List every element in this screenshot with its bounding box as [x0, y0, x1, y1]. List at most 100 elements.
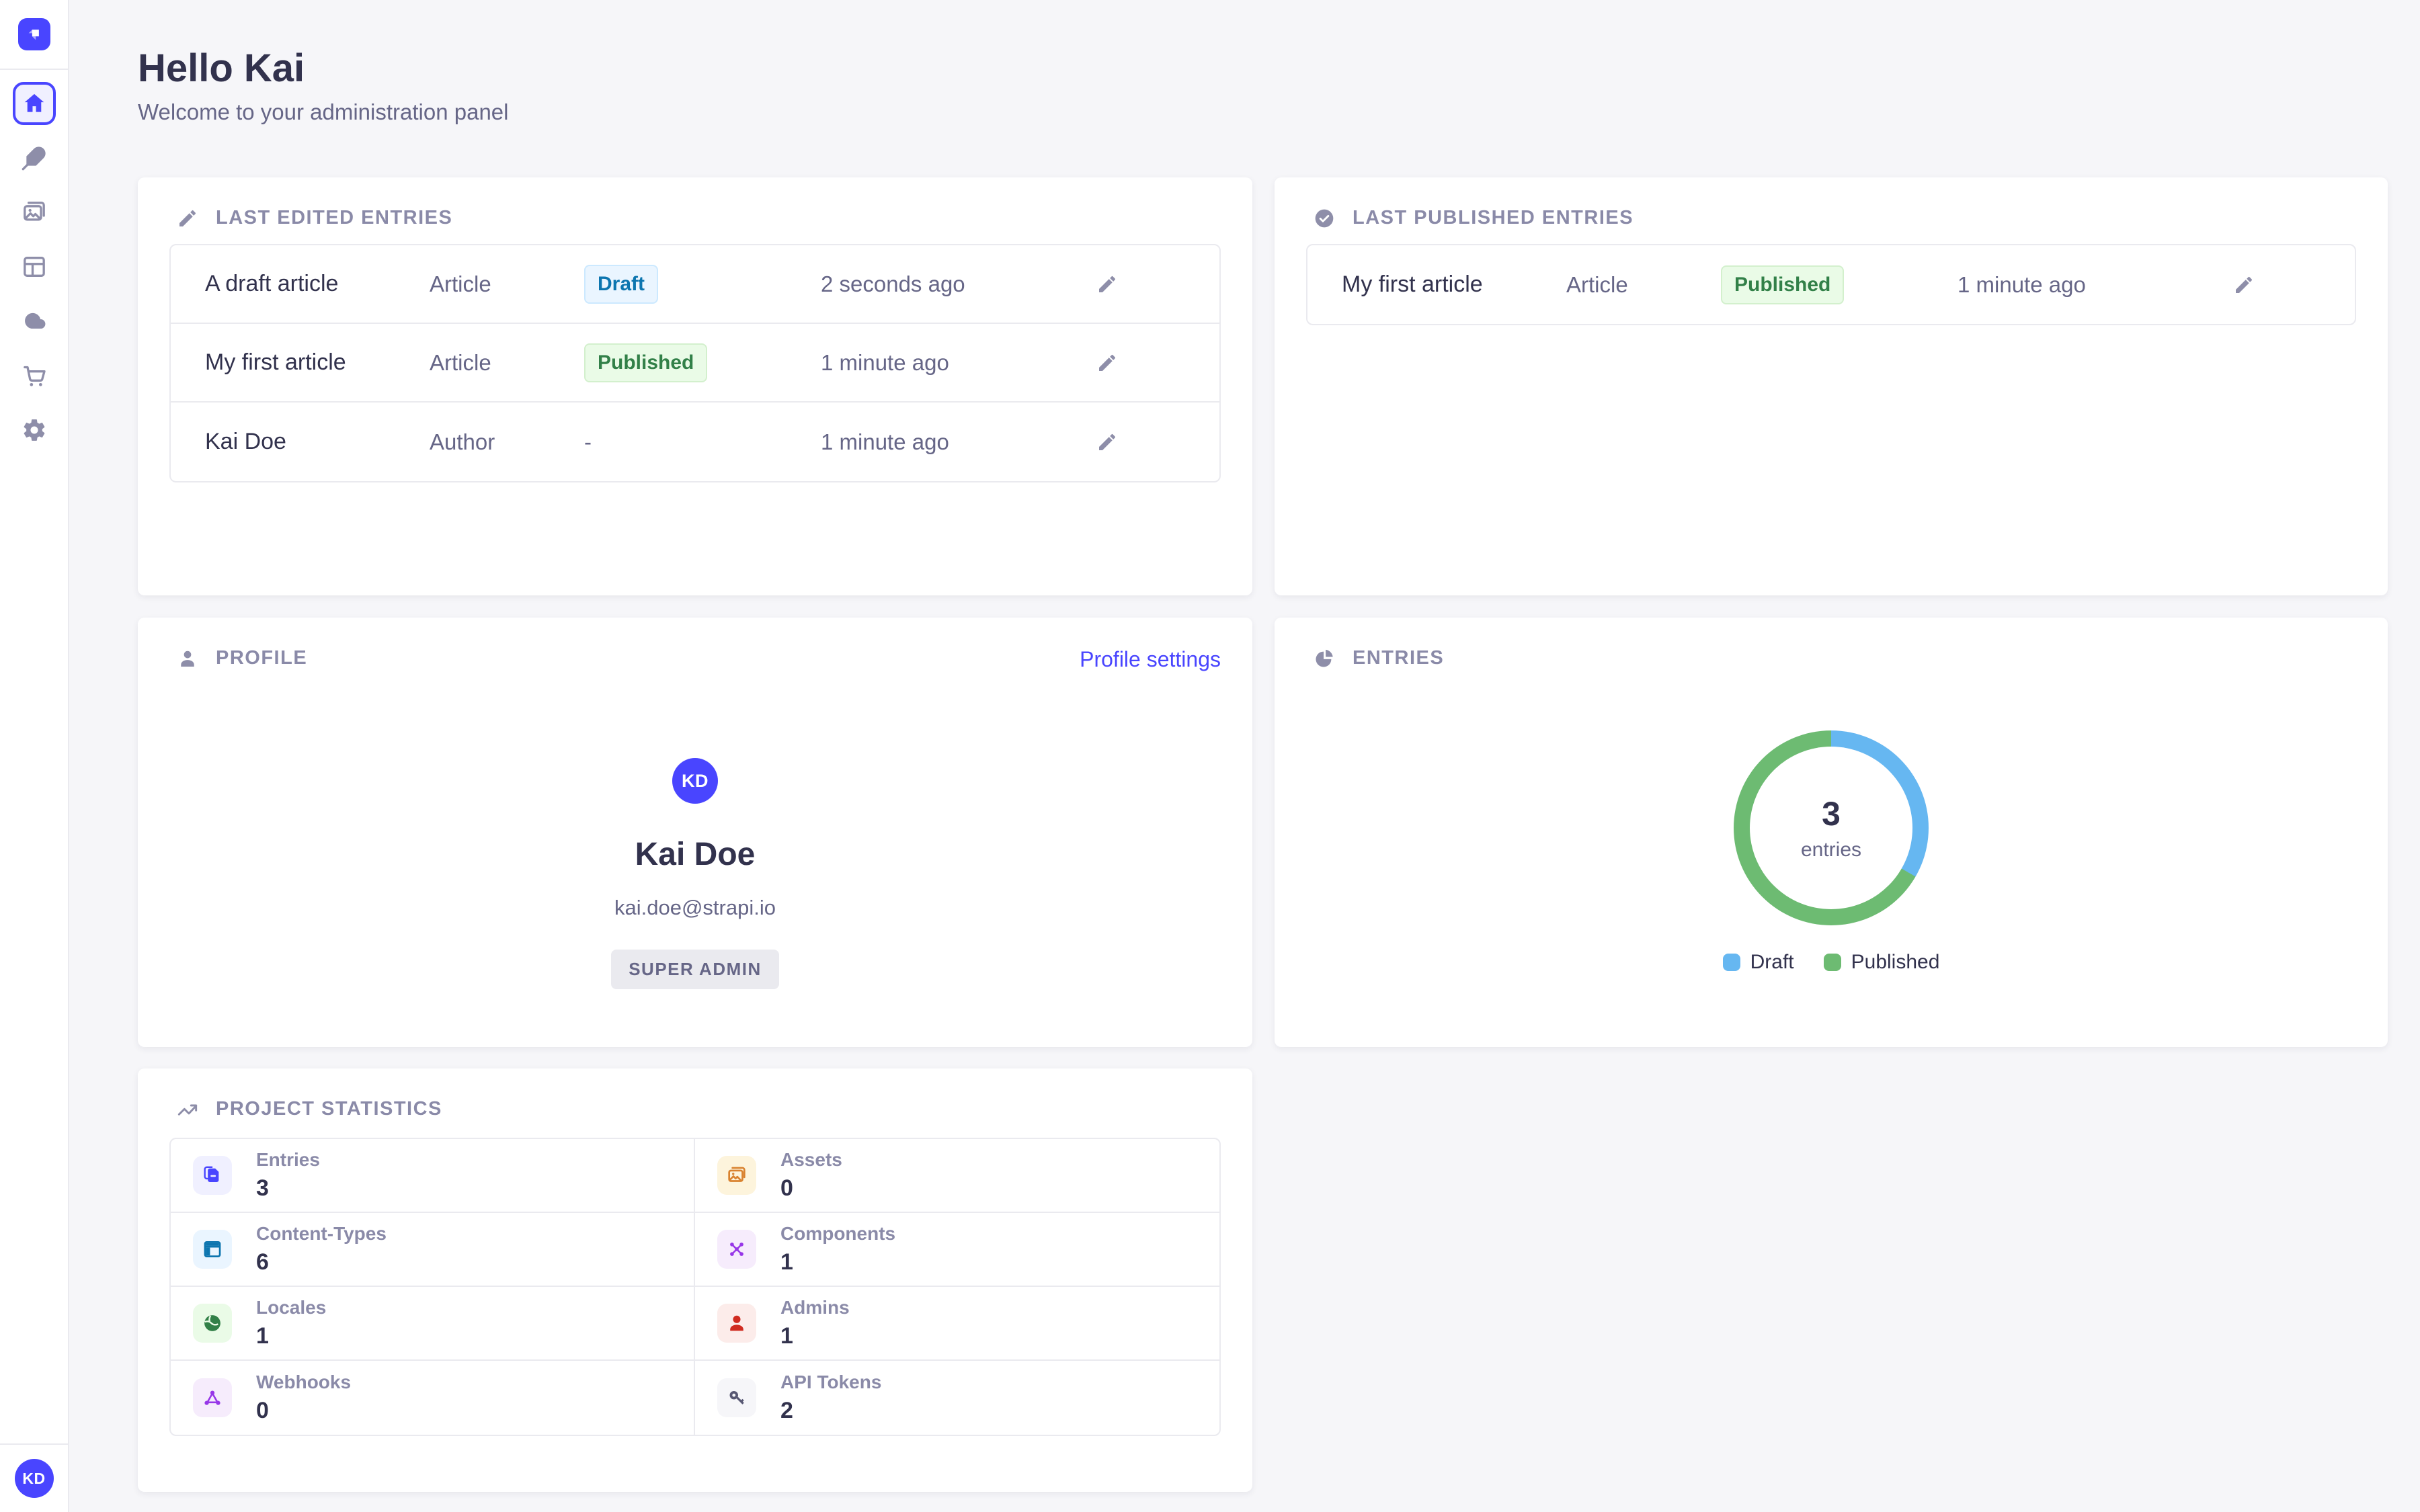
profile-name: Kai Doe [635, 837, 756, 872]
entry-table: My first article Article Published 1 min… [1306, 244, 2356, 325]
stat-value: 0 [780, 1175, 793, 1201]
pencil-icon [2233, 274, 2255, 296]
stat-admins: Admins 1 [695, 1287, 1219, 1361]
shopping-cart-icon [21, 362, 48, 389]
layout-icon [21, 253, 48, 280]
entry-type: Author [430, 429, 495, 454]
entries-chart-card: ENTRIES 3 entries Draft Published [1275, 618, 2388, 1047]
entries-donut [1734, 730, 1929, 925]
last-edited-entries-card: LAST EDITED ENTRIES A draft article Arti… [138, 177, 1252, 595]
card-header: PROJECT STATISTICS [138, 1068, 1252, 1120]
sidebar: KD [0, 0, 69, 1512]
edit-entry-button[interactable] [1091, 426, 1123, 458]
stat-value: 2 [780, 1398, 793, 1423]
globe-icon [193, 1304, 232, 1343]
logo-section [0, 0, 68, 70]
feather-icon [21, 144, 48, 171]
donut-unit: entries [1800, 839, 1862, 861]
legend-item-published: Published [1823, 951, 1939, 974]
home-icon [22, 91, 47, 116]
edit-entry-button[interactable] [1091, 347, 1123, 379]
legend-swatch [1722, 954, 1740, 971]
card-header: ENTRIES [1275, 618, 2388, 669]
edit-entry-button[interactable] [1091, 268, 1123, 300]
profile-body: KD Kai Doe kai.doe@strapi.io SUPER ADMIN [138, 758, 1252, 989]
stat-locales: Locales 1 [171, 1287, 695, 1361]
card-title: LAST PUBLISHED ENTRIES [1353, 207, 1634, 228]
stat-label: API Tokens [780, 1372, 882, 1392]
stat-value: 0 [256, 1398, 269, 1423]
last-published-entries-card: LAST PUBLISHED ENTRIES My first article … [1275, 177, 2388, 595]
entry-time: 1 minute ago [1958, 271, 2086, 297]
user-avatar[interactable]: KD [14, 1459, 54, 1498]
entry-row: My first article Article Published 1 min… [171, 324, 1219, 403]
status-badge: Published [1721, 265, 1845, 304]
gear-icon [22, 417, 47, 443]
layout-icon [193, 1230, 232, 1269]
entry-time: 2 seconds ago [821, 271, 965, 296]
sidebar-footer: KD [0, 1443, 68, 1512]
profile-card: PROFILE Profile settings KD Kai Doe kai.… [138, 618, 1252, 1047]
trending-up-icon [177, 1099, 198, 1120]
pencil-icon [177, 208, 198, 229]
profile-settings-link[interactable]: Profile settings [1080, 647, 1221, 671]
check-circle-icon [1314, 208, 1335, 229]
sidebar-item-settings[interactable] [13, 409, 56, 452]
sidebar-item-media-library[interactable] [13, 191, 56, 234]
donut-center: 3 entries [1734, 730, 1929, 925]
sidebar-item-deploy[interactable] [13, 300, 56, 343]
stat-value: 3 [256, 1175, 269, 1201]
status-badge: Draft [584, 264, 659, 304]
stat-value: 1 [780, 1323, 793, 1349]
stat-value: 1 [780, 1249, 793, 1275]
profile-email: kai.doe@strapi.io [614, 896, 776, 919]
main-content: Hello Kai Welcome to your administration… [69, 0, 2420, 1512]
stat-components: Components 1 [695, 1213, 1219, 1287]
stat-label: Entries [256, 1149, 320, 1170]
card-header: LAST PUBLISHED ENTRIES [1275, 177, 2388, 229]
photos-icon [717, 1156, 756, 1195]
card-title: LAST EDITED ENTRIES [216, 207, 453, 228]
entry-row: My first article Article Published 1 min… [1307, 245, 2355, 324]
pie-chart-icon [1314, 648, 1335, 669]
entry-table: A draft article Article Draft 2 seconds … [169, 244, 1221, 482]
entry-title: Kai Doe [205, 429, 286, 454]
stat-label: Content-Types [256, 1223, 387, 1244]
legend-swatch [1823, 954, 1841, 971]
entry-row: A draft article Article Draft 2 seconds … [171, 245, 1219, 324]
role-badge: SUPER ADMIN [611, 950, 779, 989]
legend-item-draft: Draft [1722, 951, 1794, 974]
edit-entry-button[interactable] [2228, 269, 2260, 301]
webhook-icon [193, 1378, 232, 1417]
sidebar-item-content-type-builder[interactable] [13, 245, 56, 288]
stat-label: Webhooks [256, 1372, 352, 1392]
entry-type: Article [430, 271, 491, 296]
stat-webhooks: Webhooks 0 [171, 1361, 695, 1435]
sidebar-item-marketplace[interactable] [13, 354, 56, 397]
card-title: PROFILE [216, 647, 308, 669]
profile-avatar: KD [672, 758, 718, 804]
entry-type: Article [430, 349, 491, 375]
entries-donut-chart: 3 entries [1734, 730, 1929, 925]
project-statistics-card: PROJECT STATISTICS Entries 3 [138, 1068, 1252, 1492]
entry-time: 1 minute ago [821, 429, 949, 454]
sidebar-item-content-manager[interactable] [13, 136, 56, 179]
strapi-logo-button[interactable] [17, 18, 50, 50]
card-title: PROJECT STATISTICS [216, 1098, 442, 1120]
page-title: Hello Kai [138, 46, 305, 90]
stat-api-tokens: API Tokens 2 [695, 1361, 1219, 1435]
stats-table: Entries 3 Assets 0 [169, 1138, 1221, 1436]
stat-label: Admins [780, 1297, 850, 1318]
card-header: PROFILE [138, 618, 1252, 669]
pencil-icon [1096, 352, 1118, 374]
donut-total: 3 [1822, 795, 1841, 833]
stat-value: 1 [256, 1323, 269, 1349]
sidebar-item-home[interactable] [12, 82, 56, 125]
entry-title: My first article [1342, 271, 1483, 297]
note-icon [193, 1156, 232, 1195]
stat-content-types: Content-Types 6 [171, 1213, 695, 1287]
entry-type: Article [1566, 271, 1628, 297]
strapi-logo-icon [24, 24, 44, 44]
card-title: ENTRIES [1353, 647, 1445, 669]
status-none: - [584, 429, 592, 454]
